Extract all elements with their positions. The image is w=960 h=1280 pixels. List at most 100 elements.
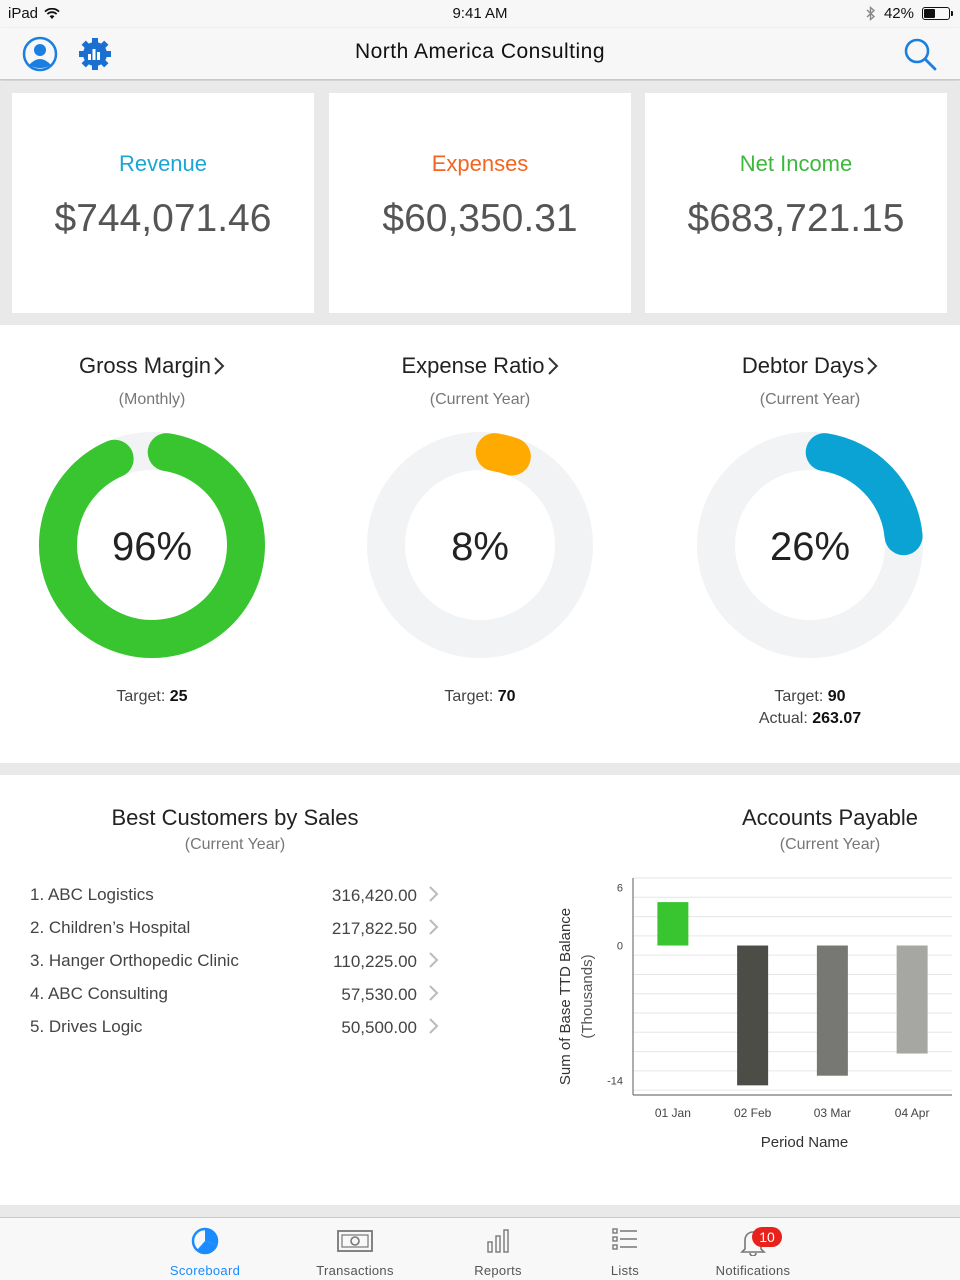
bar — [737, 945, 769, 1086]
best-customers-title: Best Customers by Sales — [111, 805, 359, 830]
tab-label: Transactions — [316, 1263, 394, 1278]
debtor-days-target: Target: 90 Actual: 263.07 — [650, 686, 960, 730]
gross-margin-arc — [39, 433, 265, 658]
revenue-card[interactable]: Revenue $744,071.46 — [12, 93, 314, 313]
bar — [816, 945, 848, 1076]
customer-name: 5. Drives Logic — [30, 1017, 143, 1036]
tab-lists[interactable]: Lists — [570, 1218, 680, 1280]
expenses-card[interactable]: Expenses $60,350.31 — [329, 93, 631, 313]
debtor-days-donut — [697, 432, 923, 658]
bottom-section: Best Customers by Sales (Current Year) 1… — [0, 775, 960, 1205]
user-icon[interactable] — [22, 36, 58, 72]
tab-label: Notifications — [715, 1263, 791, 1278]
list-item[interactable]: 2. Children’s Hospital 217,822.50 — [30, 914, 450, 944]
list-item[interactable]: 5. Drives Logic 50,500.00 — [30, 1013, 450, 1043]
expense-ratio-donut — [367, 432, 593, 658]
tab-label: Lists — [610, 1263, 640, 1278]
notification-badge: 10 — [752, 1227, 782, 1247]
customer-amount: 316,420.00 — [331, 886, 417, 905]
battery-percent: 42% — [883, 5, 914, 22]
chevron-right-icon — [214, 357, 225, 375]
y-axis-label: Sum of Base TTD Balance — [557, 908, 574, 1085]
list-item[interactable]: 3. Hanger Orthopedic Clinic 110,225.00 — [30, 947, 450, 977]
gross-margin-target: Target: 25 — [116, 688, 188, 705]
y-tick-label: 0 — [617, 941, 623, 953]
expense-ratio-title: Expense Ratio — [401, 353, 545, 378]
chevron-right-icon — [867, 357, 878, 375]
accounts-payable-chart[interactable]: 6 0 -14 01 Jan 02 Feb 03 Mar 04 Apr Period Name… — [540, 870, 960, 1180]
expenses-label: Expenses — [431, 151, 529, 176]
y-axis-sublabel: (Thousands) — [579, 954, 596, 1038]
y-tick-label: -14 — [607, 1076, 623, 1088]
bar-chart-icon — [487, 1229, 509, 1253]
expense-ratio-percent: 8% — [451, 525, 509, 569]
chevron-right-icon — [429, 952, 439, 968]
tab-label: Reports — [474, 1263, 522, 1278]
y-tick-label: 6 — [617, 883, 623, 895]
net-income-value: $683,721.15 — [687, 197, 905, 240]
x-tick-label: 04 Apr — [895, 1106, 930, 1120]
accounts-payable-subtitle: (Current Year) — [779, 836, 881, 853]
customer-name: 1. ABC Logistics — [30, 885, 154, 904]
gross-margin-donut — [39, 432, 265, 658]
customer-amount: 50,500.00 — [341, 1018, 417, 1037]
tab-label: Scoreboard — [169, 1263, 241, 1278]
wifi-icon — [44, 7, 60, 19]
gross-margin-subtitle: (Monthly) — [118, 391, 186, 408]
debtor-days-percent: 26% — [769, 525, 851, 569]
money-icon — [337, 1230, 373, 1252]
customer-amount: 110,225.00 — [333, 952, 417, 971]
net-income-label: Net Income — [739, 151, 853, 176]
bar — [657, 902, 689, 946]
best-customers-subtitle: (Current Year) — [184, 836, 286, 853]
chevron-right-icon — [429, 1018, 439, 1034]
customer-name: 4. ABC Consulting — [30, 984, 168, 1003]
kpi-section: Revenue $744,071.46 Expenses $60,350.31 … — [0, 81, 960, 325]
page-title: North America Consulting — [354, 40, 606, 63]
customer-name: 3. Hanger Orthopedic Clinic — [30, 951, 239, 970]
debtor-days-subtitle: (Current Year) — [759, 391, 861, 408]
chevron-right-icon — [547, 357, 558, 375]
bluetooth-icon — [866, 6, 876, 21]
nav-bar: North America Consulting — [0, 28, 960, 80]
gross-margin-gauge[interactable]: Gross Margin (Monthly) 96% Target: 25 — [0, 325, 312, 763]
pie-chart-icon — [191, 1227, 219, 1255]
expenses-value: $60,350.31 — [382, 197, 578, 240]
gauge-section: Gross Margin (Monthly) 96% Target: 25 Ex… — [0, 325, 960, 763]
debtor-days-arc — [805, 433, 923, 556]
gear-chart-icon[interactable] — [77, 36, 113, 72]
x-tick-label: 03 Mar — [814, 1106, 851, 1120]
expense-ratio-gauge[interactable]: Expense Ratio (Current Year) 8% Target: … — [320, 325, 640, 763]
chevron-right-icon — [429, 985, 439, 1001]
status-time: 9:41 AM — [452, 5, 508, 22]
gross-margin-percent: 96% — [111, 525, 193, 569]
customer-name: 2. Children’s Hospital — [30, 918, 191, 937]
revenue-label: Revenue — [118, 151, 208, 176]
debtor-days-title: Debtor Days — [741, 353, 865, 378]
search-icon[interactable] — [902, 36, 938, 72]
x-axis-label: Period Name — [761, 1134, 849, 1151]
expense-ratio-subtitle: (Current Year) — [429, 391, 531, 408]
tab-reports[interactable]: Reports — [443, 1218, 553, 1280]
battery-icon — [922, 7, 953, 20]
chevron-right-icon — [429, 919, 439, 935]
list-icon — [612, 1228, 637, 1250]
tab-transactions[interactable]: Transactions — [300, 1218, 410, 1280]
debtor-days-gauge[interactable]: Debtor Days (Current Year) 26% Target: 9… — [650, 325, 960, 763]
customer-amount: 57,530.00 — [341, 985, 417, 1004]
tab-notifications[interactable]: 10 Notifications — [698, 1218, 808, 1280]
gross-margin-title: Gross Margin — [78, 353, 212, 378]
list-item[interactable]: 4. ABC Consulting 57,530.00 — [30, 980, 450, 1010]
tab-scoreboard[interactable]: Scoreboard — [150, 1218, 260, 1280]
accounts-payable-title: Accounts Payable — [741, 805, 919, 830]
x-tick-label: 01 Jan — [655, 1106, 691, 1120]
chevron-right-icon — [429, 886, 439, 902]
list-item[interactable]: 1. ABC Logistics 316,420.00 — [30, 881, 450, 911]
tab-bar: Scoreboard Transactions Reports Lists — [0, 1217, 960, 1280]
x-tick-label: 02 Feb — [734, 1106, 772, 1120]
status-bar: iPad 9:41 AM 42% — [0, 0, 960, 28]
device-name: iPad — [8, 5, 39, 22]
customer-amount: 217,822.50 — [331, 919, 417, 938]
net-income-card[interactable]: Net Income $683,721.15 — [645, 93, 947, 313]
expense-ratio-target: Target: 70 — [444, 688, 516, 705]
